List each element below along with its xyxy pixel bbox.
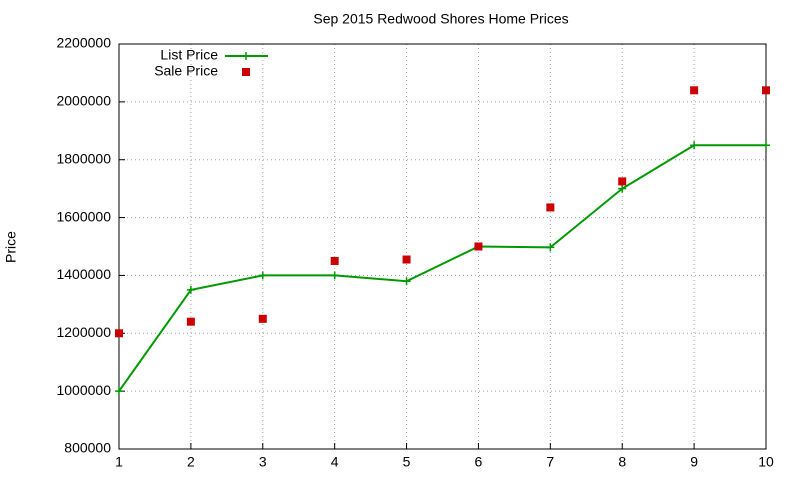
point [402, 255, 411, 264]
point [618, 184, 627, 193]
x-tick-label: 4 [331, 454, 339, 470]
line [118, 144, 766, 392]
y-tick-label: 1400000 [56, 266, 111, 282]
legend-swatch [242, 68, 250, 76]
y-tick-label: 800000 [64, 440, 111, 456]
point [186, 285, 195, 294]
y-tick-label: 1200000 [56, 324, 111, 340]
y-tick-label: 1600000 [56, 208, 111, 224]
point [186, 317, 195, 326]
y-tick-label: 2200000 [56, 35, 111, 51]
point [258, 314, 267, 323]
point [546, 243, 555, 252]
legend-label: List Price [160, 47, 218, 63]
x-tick-label: 3 [259, 454, 267, 470]
y-tick-label: 1000000 [56, 382, 111, 398]
point [618, 177, 627, 186]
legend-swatch [242, 52, 250, 60]
x-tick-label: 8 [618, 454, 626, 470]
chart-title: Sep 2015 Redwood Shores Home Prices [313, 11, 568, 27]
point [546, 203, 555, 212]
x-tick-label: 10 [758, 454, 774, 470]
x-tick-label: 9 [690, 454, 698, 470]
x-tick-label: 1 [115, 454, 123, 470]
x-tick-label: 6 [475, 454, 483, 470]
y-tick-label: 2000000 [56, 93, 111, 109]
y-axis-label: Price [3, 231, 19, 263]
plot-border [118, 43, 767, 450]
y-tick-label: 1800000 [56, 150, 111, 166]
legend-label: Sale Price [154, 63, 218, 79]
x-tick-label: 5 [403, 454, 411, 470]
point [258, 271, 267, 280]
point [330, 271, 339, 280]
point [690, 86, 699, 95]
x-tick-label: 2 [187, 454, 195, 470]
point [474, 242, 483, 251]
point [115, 387, 123, 396]
point [115, 329, 123, 338]
point [762, 141, 770, 150]
point [690, 141, 699, 150]
x-tick-label: 7 [546, 454, 554, 470]
point [762, 86, 770, 95]
point [330, 256, 339, 265]
point [402, 277, 411, 286]
